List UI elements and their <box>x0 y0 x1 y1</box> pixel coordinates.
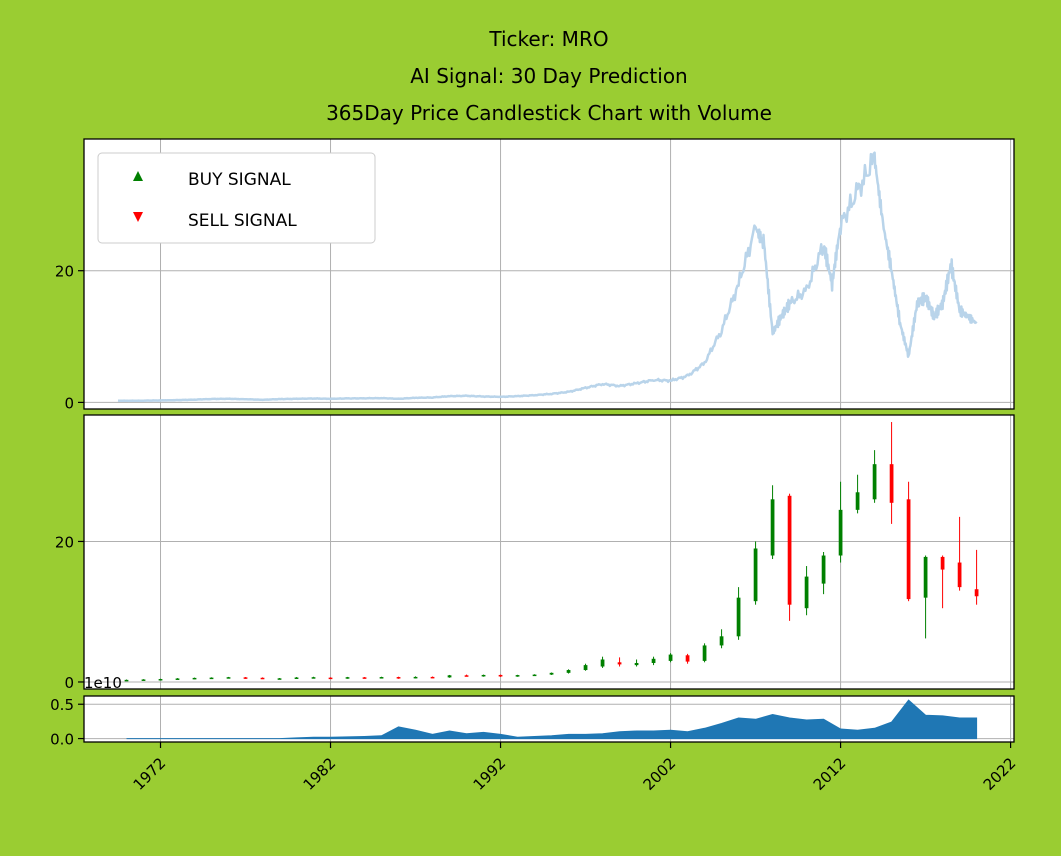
chart-title: Ticker: MRO AI Signal: 30 Day Prediction… <box>326 27 772 125</box>
y-tick-label: 20 <box>55 263 74 281</box>
candle-body-down <box>890 464 894 503</box>
candle-body-up <box>703 645 707 660</box>
x-tick-label: 1992 <box>470 754 510 794</box>
candle-body-down <box>618 662 622 664</box>
candle-body-up <box>516 675 520 677</box>
y-tick-label: 20 <box>55 533 74 551</box>
x-tick-label: 2022 <box>980 754 1020 794</box>
candle-body-up <box>737 598 741 637</box>
candle-body-down <box>261 678 265 680</box>
candle-body-up <box>856 492 860 510</box>
y-tick-label: 0.5 <box>50 696 74 714</box>
candle-body-down <box>329 678 333 680</box>
title-line-3: 365Day Price Candlestick Chart with Volu… <box>326 101 772 125</box>
candle-body-up <box>754 548 758 601</box>
candle-body-up <box>142 679 146 681</box>
candle-body-up <box>448 675 452 677</box>
candle-body-up <box>652 659 656 663</box>
candle-body-up <box>839 510 843 556</box>
candle-body-up <box>159 679 163 681</box>
candle-body-up <box>567 670 571 673</box>
candle-body-down <box>941 557 945 570</box>
candle-body-up <box>176 678 180 680</box>
candle-body-up <box>924 557 928 598</box>
candle-body-down <box>975 589 979 596</box>
candle-body-down <box>788 496 792 605</box>
candle-body-up <box>482 675 486 677</box>
candle-body-up <box>312 677 316 679</box>
candle-body-down <box>907 499 911 599</box>
candle-body-down <box>958 563 962 588</box>
candle-body-up <box>771 499 775 555</box>
volume-panel-yticks: 0.0 0.5 <box>50 696 84 748</box>
candle-body-up <box>295 677 299 679</box>
y-tick-label: 0 <box>64 674 74 692</box>
x-axis-ticks: 1972 1982 1992 2002 2012 2022 <box>130 742 1020 794</box>
candle-body-down <box>686 655 690 661</box>
title-line-1: Ticker: MRO <box>488 27 608 51</box>
candle-panel-yticks: 0 20 <box>55 533 84 692</box>
candle-body-down <box>499 675 503 677</box>
volume-exponent-label: 1e10 <box>84 674 122 692</box>
candle-body-up <box>635 663 639 665</box>
candle-body-up <box>533 675 537 677</box>
y-tick-label: 0.0 <box>50 731 74 749</box>
x-tick-label: 1982 <box>300 754 340 794</box>
x-tick-label: 2002 <box>640 754 680 794</box>
candle-body-up <box>414 677 418 679</box>
legend-buy-label: BUY SIGNAL <box>188 170 291 190</box>
candle-body-down <box>397 677 401 679</box>
candle-body-up <box>193 678 197 680</box>
candle-body-up <box>873 464 877 499</box>
candle-body-up <box>346 677 350 679</box>
legend-sell-label: SELL SIGNAL <box>188 211 297 231</box>
candle-body-down <box>431 677 435 679</box>
candle-body-up <box>720 636 724 645</box>
candle-body-up <box>601 659 605 666</box>
candle-body-up <box>822 556 826 584</box>
legend: BUY SIGNAL SELL SIGNAL <box>98 153 375 243</box>
y-tick-label: 0 <box>64 394 74 412</box>
candle-body-down <box>363 677 367 679</box>
candle-body-up <box>805 577 809 609</box>
x-tick-label: 1972 <box>130 754 170 794</box>
candle-body-up <box>550 673 554 675</box>
title-line-2: AI Signal: 30 Day Prediction <box>410 64 687 88</box>
candle-body-up <box>210 678 214 680</box>
candle-body-up <box>278 678 282 680</box>
candle-body-up <box>584 665 588 670</box>
candle-body-up <box>380 677 384 679</box>
candle-body-down <box>244 677 248 679</box>
x-tick-label: 2012 <box>810 754 850 794</box>
candle-body-up <box>227 677 231 679</box>
candle-body-down <box>465 675 469 677</box>
price-panel-yticks: 0 20 <box>55 263 84 413</box>
candle-body-up <box>125 680 129 682</box>
candle-body-up <box>669 655 673 661</box>
